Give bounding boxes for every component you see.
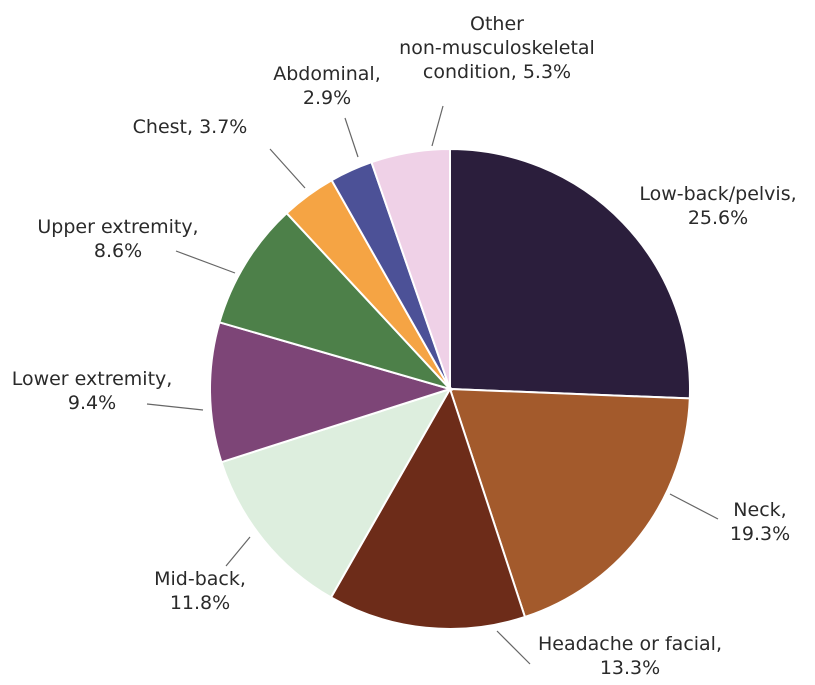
slice-value-label: 9.4% bbox=[68, 392, 116, 414]
slice-label: Lower extremity, 9.4% bbox=[12, 368, 173, 414]
slice-value-label: 11.8% bbox=[170, 592, 230, 614]
slice-label-text: Low-back/pelvis, bbox=[639, 183, 796, 205]
slice-value-label: 19.3% bbox=[730, 523, 790, 545]
slice-label-text: non-musculoskeletal bbox=[399, 37, 595, 59]
slice-label-text: Chest, 3.7% bbox=[133, 116, 248, 138]
leader-line bbox=[431, 105, 444, 147]
leader-line bbox=[344, 117, 359, 158]
slice-label: Other non-musculoskeletal condition, 5.3% bbox=[399, 13, 595, 83]
slice-value-label: 13.3% bbox=[600, 657, 660, 679]
slice-label: Abdominal, 2.9% bbox=[273, 63, 381, 109]
leader-line bbox=[146, 403, 204, 411]
slice-value-label: 25.6% bbox=[688, 207, 748, 229]
slice-labels: Low-back/pelvis, 25.6% Neck, 19.3% Headache … bbox=[12, 13, 797, 679]
pie-slice-lower-extremity bbox=[209, 321, 454, 464]
pie-slices bbox=[209, 147, 691, 631]
slice-label-text: Neck, bbox=[733, 499, 786, 521]
slice-label: Headache or facial, 13.3% bbox=[538, 633, 722, 679]
pie-slice-mid-back bbox=[220, 387, 453, 599]
slice-label-text: Lower extremity, bbox=[12, 368, 173, 390]
pie-slice-headache-or-facial bbox=[329, 386, 527, 631]
leader-line bbox=[669, 493, 719, 520]
slice-label-text: Upper extremity, bbox=[37, 216, 198, 238]
slice-label: Upper extremity, 8.6% bbox=[37, 216, 198, 262]
pie-slice-upper-extremity bbox=[218, 211, 454, 391]
slice-value-label: 8.6% bbox=[94, 240, 142, 262]
slice-label-text: condition, 5.3% bbox=[423, 61, 571, 83]
slice-label-text: Other bbox=[470, 13, 524, 35]
pie-slice-other-non-musculoskeletal-condition bbox=[370, 147, 451, 390]
leader-line bbox=[175, 250, 236, 274]
slice-label: Chest, 3.7% bbox=[133, 116, 248, 138]
slice-label: Neck, 19.3% bbox=[730, 499, 790, 545]
pie-slice-low-back-pelvis bbox=[449, 147, 691, 400]
leader-line bbox=[269, 148, 306, 189]
slice-label: Low-back/pelvis, 25.6% bbox=[639, 183, 796, 229]
slice-value-label: 2.9% bbox=[303, 87, 351, 109]
slice-label-text: Abdominal, bbox=[273, 63, 381, 85]
slice-label-text: Headache or facial, bbox=[538, 633, 722, 655]
leader-line bbox=[225, 536, 251, 567]
pie-slice-neck bbox=[448, 387, 691, 619]
slice-label: Mid-back, 11.8% bbox=[154, 568, 246, 614]
leader-lines bbox=[146, 105, 719, 665]
leader-line bbox=[496, 630, 531, 665]
slice-label-text: Mid-back, bbox=[154, 568, 246, 590]
